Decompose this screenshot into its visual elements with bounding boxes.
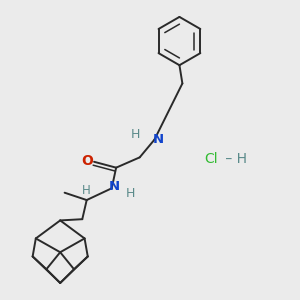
Text: N: N bbox=[109, 180, 120, 193]
Text: H: H bbox=[126, 187, 136, 200]
Text: H: H bbox=[130, 128, 140, 141]
Text: Cl: Cl bbox=[205, 152, 218, 166]
Text: N: N bbox=[152, 133, 164, 146]
Text: O: O bbox=[81, 154, 93, 168]
Text: – H: – H bbox=[221, 152, 247, 166]
Text: H: H bbox=[82, 184, 91, 197]
